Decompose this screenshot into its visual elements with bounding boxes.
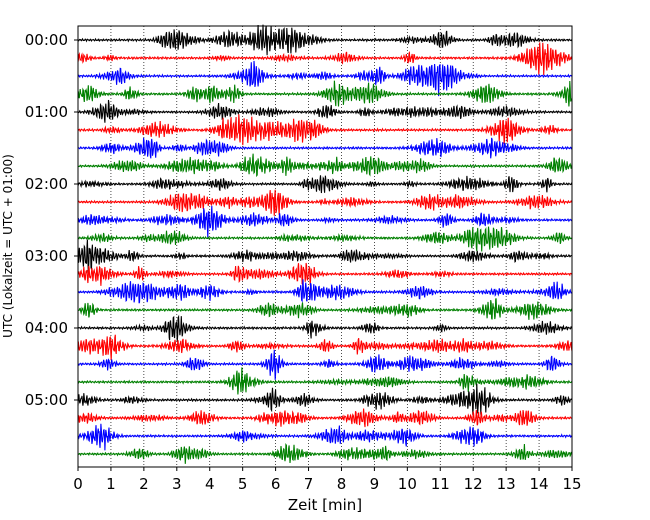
seismogram-trace [77, 99, 573, 123]
seismogram-trace [77, 189, 573, 216]
seismogram-trace [77, 262, 573, 287]
x-tick-label: 15 [562, 475, 581, 493]
seismogram-trace [77, 279, 573, 304]
y-tick-label: 01:00 [25, 103, 68, 121]
x-axis-ticks: 0 1 2 3 4 5 6 7 8 9 10 11 12 13 14 15 [73, 467, 582, 493]
y-axis-label: UTC (Lokalzeit = UTC + 01:00) [1, 154, 15, 338]
seismogram-traces [77, 24, 573, 464]
seismogram-trace [77, 408, 573, 428]
x-tick-label: 8 [337, 475, 347, 493]
seismogram-trace [77, 42, 573, 76]
seismogram-trace [77, 80, 573, 107]
seismogram-trace [77, 349, 573, 380]
seismogram-trace [77, 423, 573, 451]
x-tick-label: 13 [497, 475, 516, 493]
x-tick-label: 0 [73, 475, 83, 493]
x-tick-label: 5 [238, 475, 248, 493]
x-tick-label: 10 [398, 475, 417, 493]
x-tick-label: 7 [304, 475, 314, 493]
y-tick-label: 02:00 [25, 175, 68, 193]
x-tick-label: 1 [106, 475, 116, 493]
seismogram-trace [78, 442, 573, 464]
seismogram-trace [77, 114, 573, 146]
x-axis-label: Zeit [min] [288, 496, 362, 514]
seismogram-trace [77, 383, 573, 415]
seismogram-trace [77, 239, 573, 273]
x-tick-label: 12 [464, 475, 483, 493]
seismogram-trace [77, 205, 573, 238]
x-tick-label: 2 [139, 475, 149, 493]
x-tick-label: 3 [172, 475, 182, 493]
seismogram-trace [77, 137, 573, 159]
seismogram-trace [77, 298, 573, 320]
y-tick-label: 00:00 [25, 31, 68, 49]
seismogram-trace [77, 24, 573, 56]
x-tick-label: 6 [271, 475, 281, 493]
y-tick-label: 05:00 [25, 391, 68, 409]
y-tick-label: 04:00 [25, 319, 68, 337]
seismogram-trace [77, 153, 573, 178]
seismogram-trace [77, 314, 573, 342]
seismogram-trace [77, 367, 573, 395]
x-tick-label: 4 [205, 475, 215, 493]
x-tick-label: 14 [530, 475, 549, 493]
seismogram-trace [77, 226, 573, 252]
seismogram-trace [77, 175, 573, 194]
x-tick-label: 11 [431, 475, 450, 493]
y-tick-label: 03:00 [25, 247, 68, 265]
y-axis-ticks: 00:00 01:00 02:00 03:00 04:00 05:00 [25, 31, 78, 409]
plot-frame [77, 25, 573, 468]
seismogram-trace [77, 60, 573, 97]
seismogram-trace [77, 334, 573, 361]
x-tick-label: 9 [370, 475, 380, 493]
